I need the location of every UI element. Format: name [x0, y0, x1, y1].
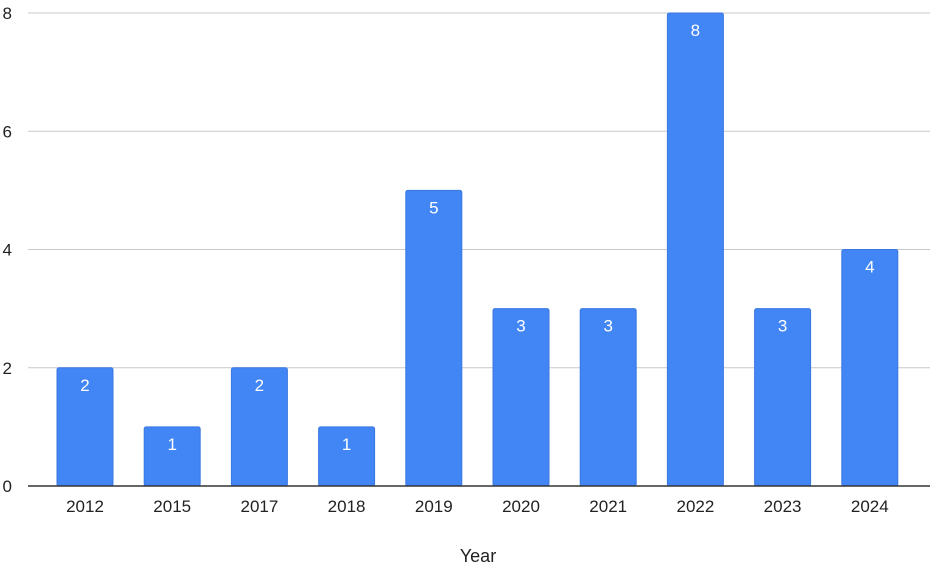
- bar-2024[interactable]: [841, 249, 899, 487]
- data-label-2015: 1: [167, 435, 176, 454]
- data-label-2018: 1: [342, 435, 351, 454]
- x-tick-label: 2024: [851, 497, 889, 516]
- x-tick-label: 2022: [676, 497, 714, 516]
- y-tick-label: 6: [3, 122, 12, 141]
- x-axis-title: Year: [460, 546, 496, 566]
- data-label-2021: 3: [603, 317, 612, 336]
- x-tick-label: 2020: [502, 497, 540, 516]
- y-tick-label: 8: [3, 4, 12, 23]
- x-tick-label: 2017: [240, 497, 278, 516]
- x-tick-label: 2012: [66, 497, 104, 516]
- data-label-2022: 8: [691, 21, 700, 40]
- x-tick-label: 2019: [415, 497, 453, 516]
- x-tick-label: 2018: [328, 497, 366, 516]
- data-label-2012: 2: [80, 376, 89, 395]
- data-label-2023: 3: [778, 317, 787, 336]
- bars: 2 1 2 1 5 3 3 8 3 4: [56, 12, 899, 487]
- data-label-2017: 2: [255, 376, 264, 395]
- bar-2022[interactable]: [666, 12, 724, 487]
- x-tick-label: 2023: [764, 497, 802, 516]
- x-tick-label: 2015: [153, 497, 191, 516]
- y-tick-label: 2: [3, 359, 12, 378]
- data-label-2024: 4: [865, 258, 874, 277]
- axes: 0 2 4 6 8 2012 2015 2017 2018 2019 2020 2021 2022 202…: [3, 4, 930, 516]
- bar-2019[interactable]: [405, 189, 463, 487]
- y-tick-label: 4: [3, 241, 12, 260]
- x-tick-label: 2021: [589, 497, 627, 516]
- data-label-2019: 5: [429, 198, 438, 217]
- y-tick-label: 0: [3, 477, 12, 496]
- data-label-2020: 3: [516, 317, 525, 336]
